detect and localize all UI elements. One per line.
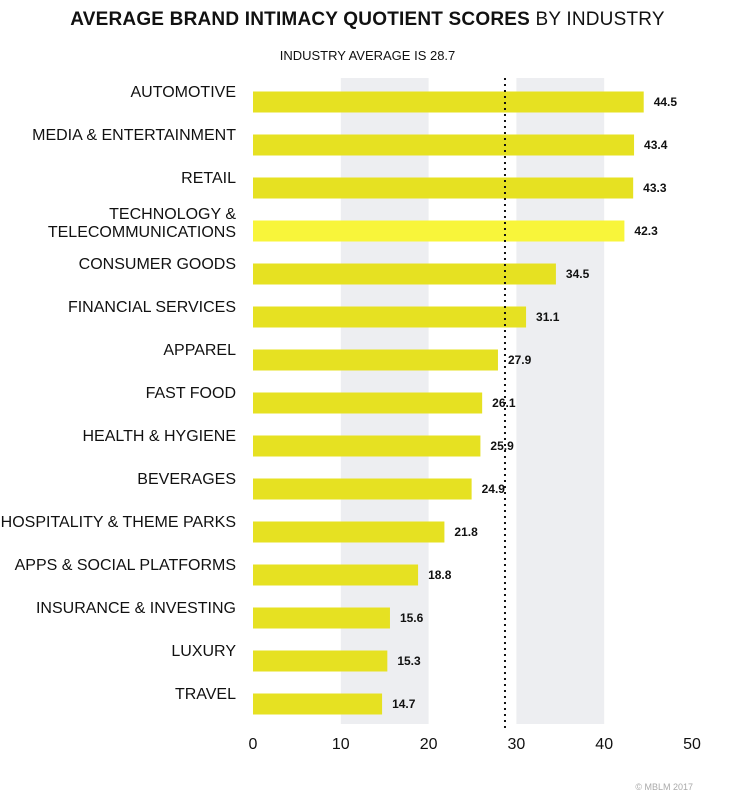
bar	[253, 564, 419, 586]
bar	[253, 607, 390, 629]
x-tick-label: 40	[595, 736, 613, 753]
bar	[253, 349, 498, 371]
category-labels-group: AUTOMOTIVE MEDIA & ENTERTAINMENT RETAIL TEC…	[1, 84, 237, 703]
chart-title-regular: BY INDUSTRY	[535, 9, 665, 30]
bar-value-label: 15.3	[397, 654, 421, 668]
chart-title-bold: AVERAGE BRAND INTIMACY QUOTIENT SCORES	[70, 9, 530, 30]
category-label: MEDIA & ENTERTAINMENT	[32, 127, 236, 144]
bar-value-label: 25.9	[490, 439, 514, 453]
bar	[253, 521, 445, 543]
copyright-credit: © MBLM 2017	[635, 782, 693, 792]
category-label: AUTOMOTIVE	[131, 84, 237, 101]
bar	[253, 306, 527, 328]
bar	[253, 478, 472, 500]
x-axis-ticks: 0 10 20 30 40 50	[249, 736, 701, 753]
bar	[253, 263, 556, 285]
bar	[253, 220, 625, 242]
chart-title: AVERAGE BRAND INTIMACY QUOTIENT SCORES B…	[0, 9, 735, 31]
x-tick-label: 30	[508, 736, 526, 753]
bar	[253, 650, 388, 672]
category-label: RETAIL	[181, 170, 236, 187]
bar-value-label: 43.3	[643, 181, 667, 195]
bar-value-label: 14.7	[392, 697, 416, 711]
x-tick-label: 10	[332, 736, 350, 753]
bar	[253, 435, 481, 457]
bar-value-label: 26.1	[492, 396, 516, 410]
bar-value-label: 21.8	[454, 525, 478, 539]
category-label: HOSPITALITY & THEME PARKS	[1, 514, 236, 531]
bars-group	[253, 91, 644, 715]
x-tick-label: 20	[420, 736, 438, 753]
category-label: FINANCIAL SERVICES	[68, 299, 236, 316]
category-label: TECHNOLOGY & TELECOMMUNICATIONS	[48, 206, 236, 241]
bar-value-label: 44.5	[654, 95, 678, 109]
bar-value-label: 42.3	[634, 224, 658, 238]
category-label: HEALTH & HYGIENE	[82, 428, 236, 445]
category-label: INSURANCE & INVESTING	[36, 600, 236, 617]
value-labels-group: 44.5 43.4 43.3 42.3 34.5 31.1 27.9 26.1 25.9 24.9…	[392, 95, 677, 711]
category-label: BEVERAGES	[137, 471, 236, 488]
x-tick-label: 50	[683, 736, 701, 753]
chart-subtitle: INDUSTRY AVERAGE IS 28.7	[279, 48, 456, 63]
category-label: CONSUMER GOODS	[79, 256, 236, 273]
bar-value-label: 43.4	[644, 138, 668, 152]
category-label: LUXURY	[171, 643, 236, 660]
bar-value-label: 24.9	[482, 482, 506, 496]
bar-value-label: 31.1	[536, 310, 560, 324]
background-band	[516, 78, 605, 724]
category-label-line: TECHNOLOGY &	[109, 206, 236, 223]
x-tick-label: 0	[249, 736, 258, 753]
category-label: APPAREL	[163, 342, 236, 359]
bar	[253, 134, 635, 156]
category-label: APPS & SOCIAL PLATFORMS	[15, 557, 236, 574]
bar	[253, 392, 483, 414]
bar-value-label: 34.5	[566, 267, 590, 281]
bar	[253, 177, 634, 199]
category-label-line: TELECOMMUNICATIONS	[48, 224, 236, 241]
bar	[253, 693, 383, 715]
bar-value-label: 18.8	[428, 568, 452, 582]
bar-value-label: 27.9	[508, 353, 532, 367]
bar	[253, 91, 644, 113]
category-label: FAST FOOD	[146, 385, 236, 402]
category-label: TRAVEL	[175, 686, 236, 703]
bar-value-label: 15.6	[400, 611, 424, 625]
